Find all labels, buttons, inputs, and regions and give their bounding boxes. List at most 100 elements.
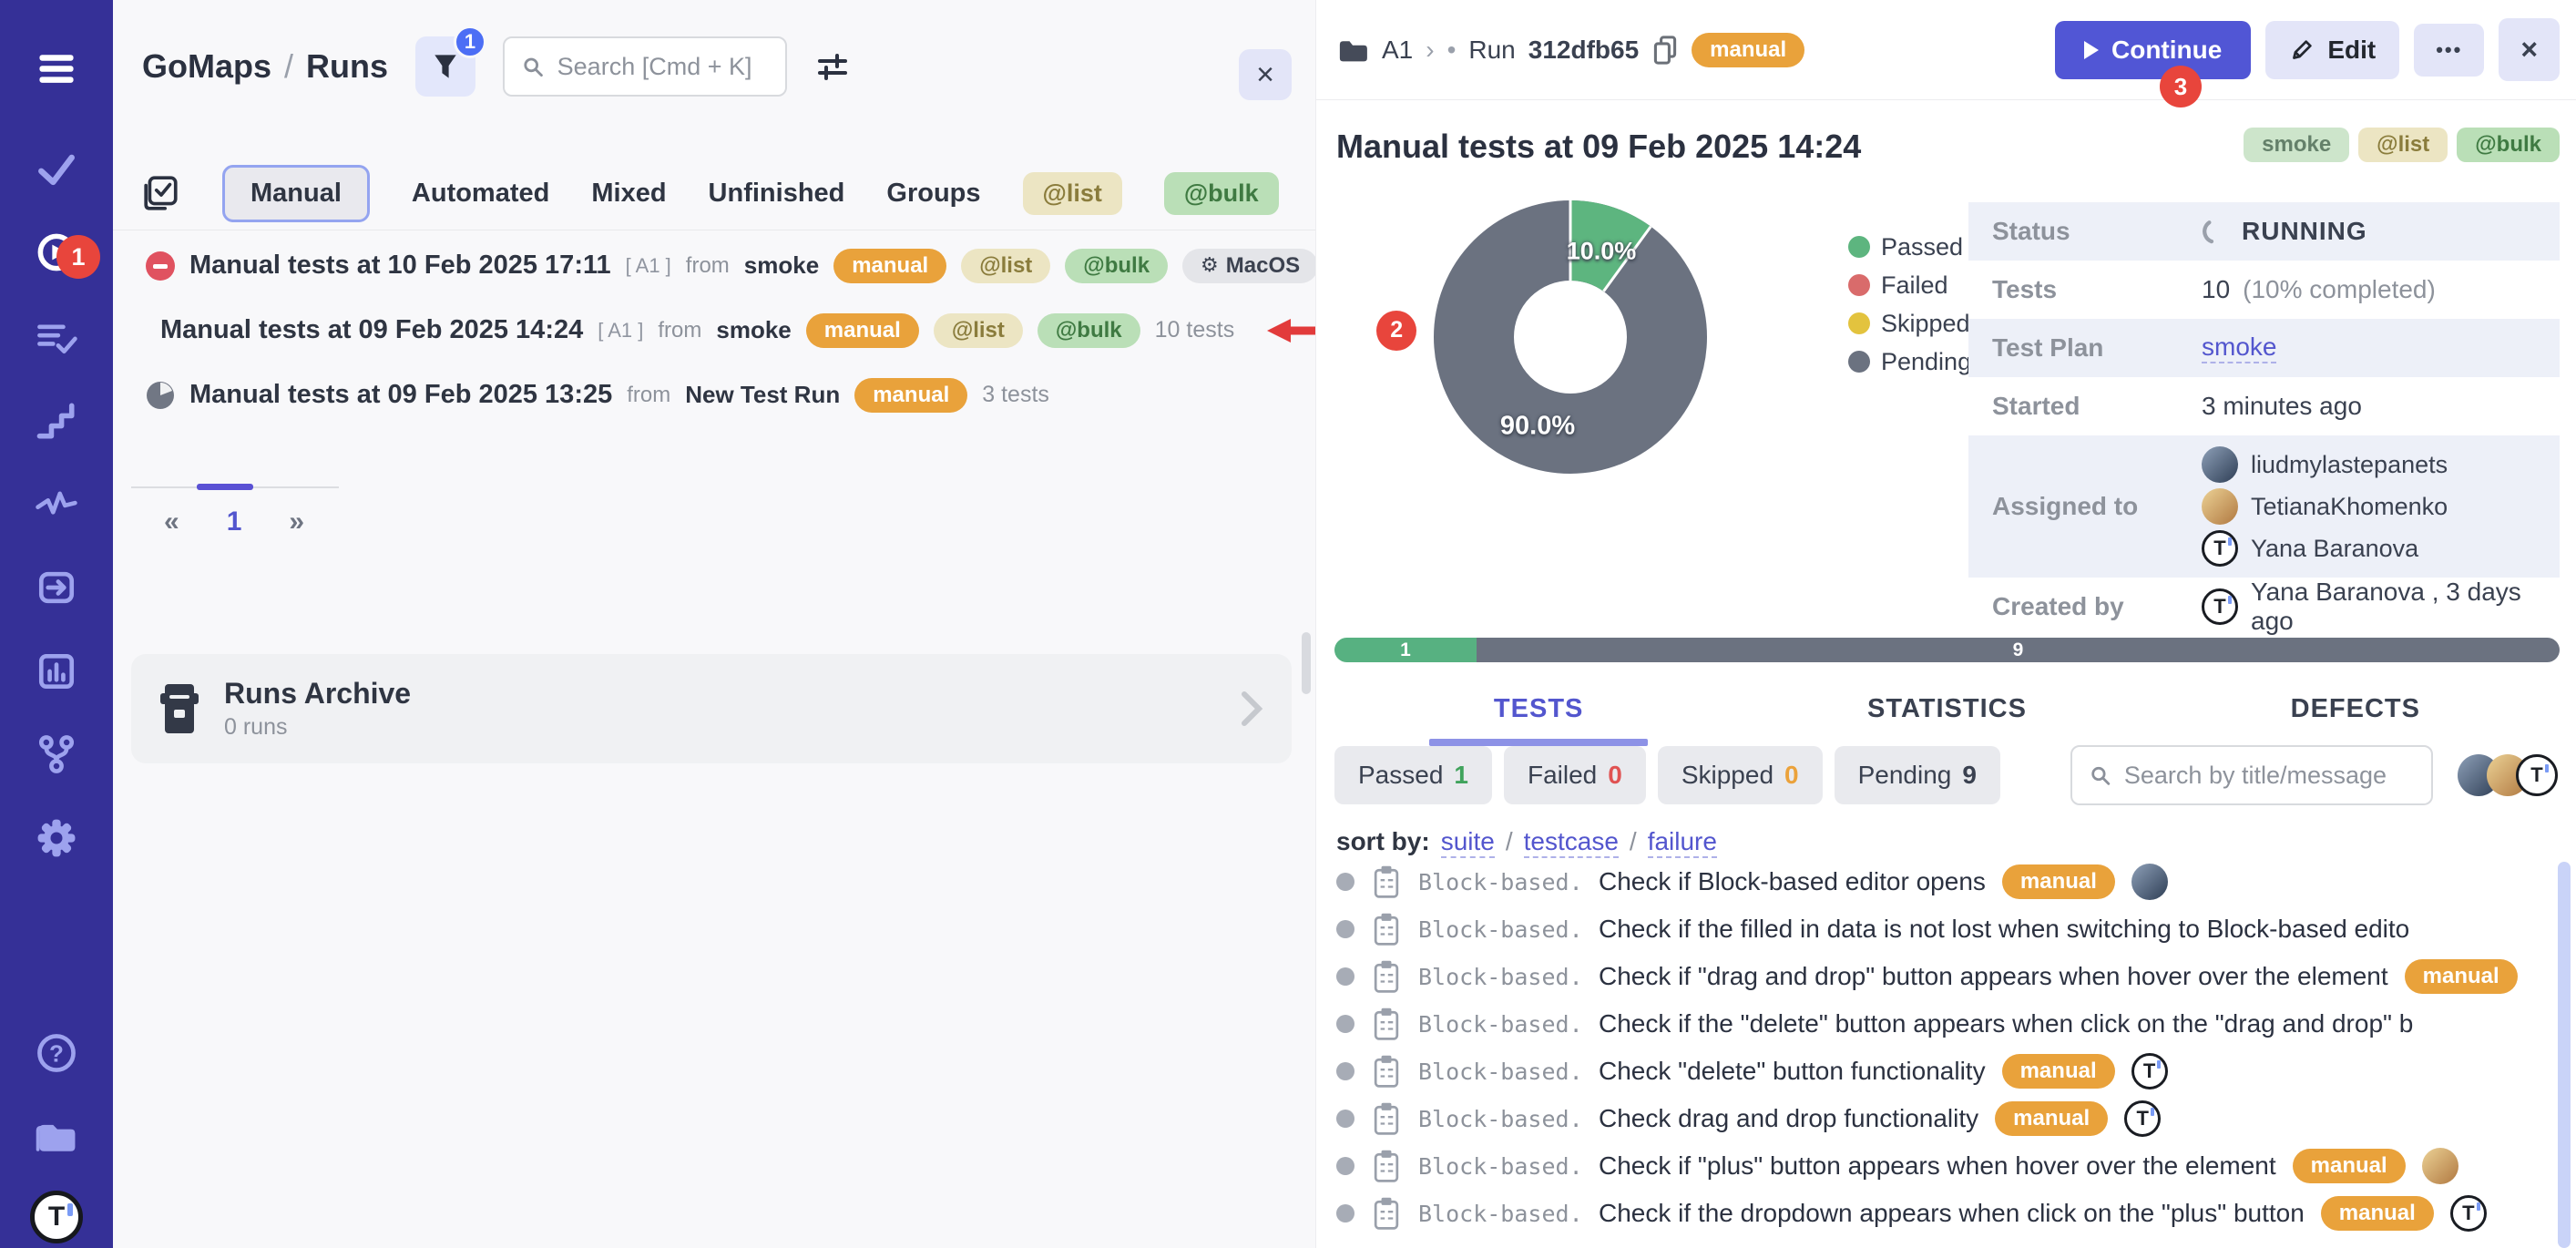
assignee-avatars-stack[interactable]: T: [2457, 754, 2558, 796]
funnel-icon: [434, 55, 456, 78]
tests-row: Tests 10 (10% completed): [1992, 275, 2436, 303]
run-tests-count: 3 tests: [982, 382, 1049, 407]
search-input[interactable]: [557, 52, 770, 81]
edit-button[interactable]: Edit: [2265, 20, 2400, 79]
tests-icon[interactable]: [31, 144, 82, 195]
assignee-avatar: [2421, 1148, 2458, 1184]
assigned-row: Assigned to liudmylastepanets TetianaKho…: [1968, 435, 2560, 578]
tab-statistics[interactable]: STATISTICS: [1867, 694, 2027, 723]
more-actions-button[interactable]: •••: [2414, 23, 2485, 77]
help-icon[interactable]: ?: [31, 1028, 82, 1079]
test-plan-link[interactable]: smoke: [2202, 332, 2277, 363]
tag-filter-list[interactable]: @list: [1022, 171, 1122, 215]
filter-passed-button[interactable]: Passed 1: [1334, 746, 1492, 804]
tab-groups[interactable]: Groups: [886, 178, 981, 208]
tag-list[interactable]: @list: [2358, 128, 2448, 162]
suite-name: Block-based...: [1418, 1010, 1582, 1038]
sort-by-testcase[interactable]: testcase: [1523, 827, 1619, 858]
test-row[interactable]: Block-based... Check if the "delete" but…: [1336, 1000, 2576, 1048]
avatar: T: [2515, 754, 2558, 796]
run-source: smoke: [743, 251, 820, 279]
run-type-badge: manual: [1692, 32, 1805, 67]
settings-gear-icon[interactable]: [31, 813, 82, 864]
tab-mixed[interactable]: Mixed: [591, 178, 667, 208]
status-row: Status RUNNING: [1968, 202, 2560, 261]
close-detail-button[interactable]: ×: [2499, 18, 2560, 81]
runs-archive-card[interactable]: Runs Archive 0 runs: [131, 654, 1292, 763]
list-tag-badge: @list: [961, 248, 1051, 283]
legend-skipped: Skipped: [1848, 304, 1971, 343]
assignee-avatar: [2202, 446, 2238, 483]
requirements-icon[interactable]: [31, 562, 82, 613]
test-row[interactable]: Block-based... Check if the dropdown app…: [1336, 1190, 2576, 1237]
tab-unfinished[interactable]: Unfinished: [708, 178, 845, 208]
select-all-icon: [144, 176, 178, 210]
test-row[interactable]: Block-based... Check if the filled in da…: [1336, 905, 2576, 953]
breadcrumb-project[interactable]: GoMaps: [142, 47, 272, 85]
breadcrumb-suite[interactable]: A1: [1382, 35, 1414, 64]
left-scrollbar[interactable]: [1302, 632, 1311, 694]
status-value: RUNNING: [2242, 217, 2367, 245]
tag-bulk[interactable]: @bulk: [2457, 128, 2560, 162]
tests-search-input[interactable]: [2123, 761, 2415, 790]
run-row[interactable]: Manual tests at 09 Feb 2025 13:25 from N…: [146, 363, 1315, 427]
tab-manual[interactable]: Manual: [222, 164, 370, 222]
test-row[interactable]: Block-based... Check if Block-based edit…: [1336, 858, 2576, 905]
runs-list: Manual tests at 10 Feb 2025 17:11 [ A1 ]…: [146, 233, 1585, 427]
run-ref: [ A1 ]: [598, 318, 644, 342]
detail-breadcrumb: A1 › • Run 312dfb65 manual: [1336, 32, 1805, 67]
pagination-next[interactable]: »: [289, 506, 305, 537]
test-plan-row: Test Plan smoke: [1968, 319, 2560, 377]
view-settings-button[interactable]: [814, 48, 851, 85]
test-title: Check if the filled in data is not lost …: [1599, 915, 2410, 943]
tab-automated[interactable]: Automated: [411, 178, 550, 208]
copy-icon[interactable]: [1651, 34, 1679, 66]
right-scrollbar[interactable]: [2558, 862, 2571, 1248]
pagination-page-1[interactable]: 1: [226, 506, 242, 537]
annotation-step-3: 3: [2160, 66, 2202, 107]
menu-icon[interactable]: [31, 44, 82, 95]
run-tags: smoke @list @bulk: [2244, 128, 2560, 162]
assignee: T Yana Baranova: [2202, 530, 2448, 567]
test-row[interactable]: Block-based... Check if "plus" button ap…: [1336, 1142, 2576, 1190]
filter-failed-button[interactable]: Failed 0: [1503, 746, 1646, 804]
progress-pending: 9: [1477, 638, 2560, 662]
filter-skipped-button[interactable]: Skipped 0: [1657, 746, 1823, 804]
select-all-button[interactable]: [142, 174, 180, 212]
sort-by-failure[interactable]: failure: [1647, 827, 1717, 858]
filter-button[interactable]: 1: [415, 26, 487, 97]
tag-filter-bulk[interactable]: @bulk: [1163, 171, 1279, 215]
tab-tests[interactable]: TESTS: [1334, 681, 1743, 737]
started-row: Started 3 minutes ago: [1992, 392, 2362, 420]
manual-badge: manual: [2404, 959, 2518, 994]
pending-dot-icon: [1336, 1110, 1354, 1128]
user-avatar[interactable]: T: [30, 1191, 83, 1243]
close-icon: ×: [2520, 33, 2538, 66]
projects-folder-icon[interactable]: [31, 1110, 82, 1161]
pagination-prev[interactable]: «: [164, 506, 179, 537]
clipboard-icon: [1374, 1102, 1399, 1135]
filter-pending-button[interactable]: Pending 9: [1834, 746, 2000, 804]
slash: /: [1505, 827, 1513, 855]
run-row[interactable]: Manual tests at 10 Feb 2025 17:11 [ A1 ]…: [146, 233, 1585, 298]
tag-smoke[interactable]: smoke: [2244, 128, 2350, 162]
results-icon[interactable]: [31, 312, 82, 363]
test-row[interactable]: Block-based... Check if "drag and drop" …: [1336, 953, 2576, 1000]
run-row[interactable]: Manual tests at 09 Feb 2025 14:24 [ A1 ]…: [146, 298, 1417, 363]
chevron-right-icon: [1242, 691, 1263, 726]
run-label: Run: [1468, 35, 1516, 64]
test-row[interactable]: Block-based... Check drag and drop funct…: [1336, 1095, 2576, 1142]
spinner-icon: [2203, 219, 2228, 244]
integrations-icon[interactable]: [31, 729, 82, 780]
activity-icon[interactable]: [31, 478, 82, 529]
milestones-icon[interactable]: [31, 395, 82, 446]
manual-badge: manual: [2001, 864, 2115, 899]
continue-button[interactable]: Continue: [2055, 20, 2252, 79]
sort-by-suite[interactable]: suite: [1440, 827, 1495, 858]
panel-resize-handle[interactable]: [131, 484, 339, 490]
panel-close-button[interactable]: ×: [1239, 49, 1292, 100]
passed-dot: [1848, 236, 1870, 258]
tab-defects[interactable]: DEFECTS: [2290, 694, 2420, 723]
reports-icon[interactable]: [31, 646, 82, 697]
test-row[interactable]: Block-based... Check "delete" button fun…: [1336, 1048, 2576, 1095]
